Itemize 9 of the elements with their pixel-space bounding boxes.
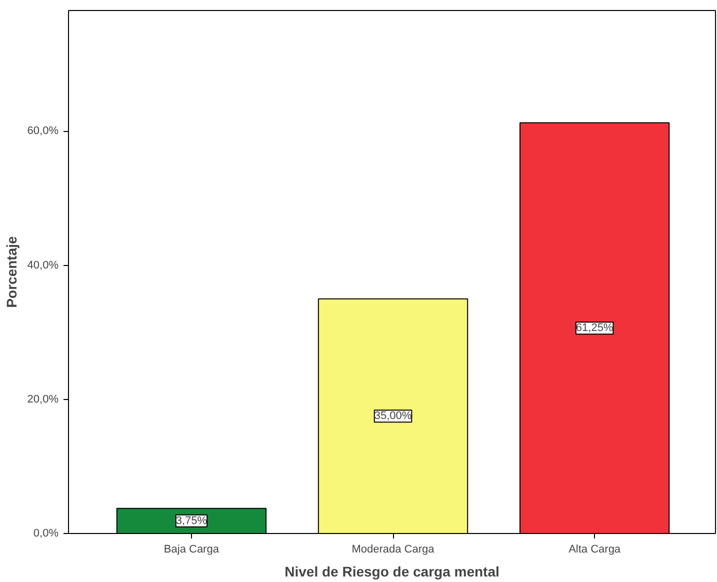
y-tick-label: 40,0% bbox=[27, 259, 59, 272]
y-tick-label: 0,0% bbox=[33, 528, 59, 540]
y-axis-title: Porcentaje bbox=[3, 236, 20, 308]
x-tick-label: Alta Carga bbox=[568, 544, 622, 556]
y-tick-label: 20,0% bbox=[27, 393, 59, 406]
x-axis-title: Nivel de Riesgo de carga mental bbox=[284, 564, 500, 580]
x-tick-label: Baja Carga bbox=[164, 544, 220, 556]
y-tick-label: 60,0% bbox=[27, 125, 59, 138]
x-tick-label: Moderada Carga bbox=[352, 544, 436, 556]
